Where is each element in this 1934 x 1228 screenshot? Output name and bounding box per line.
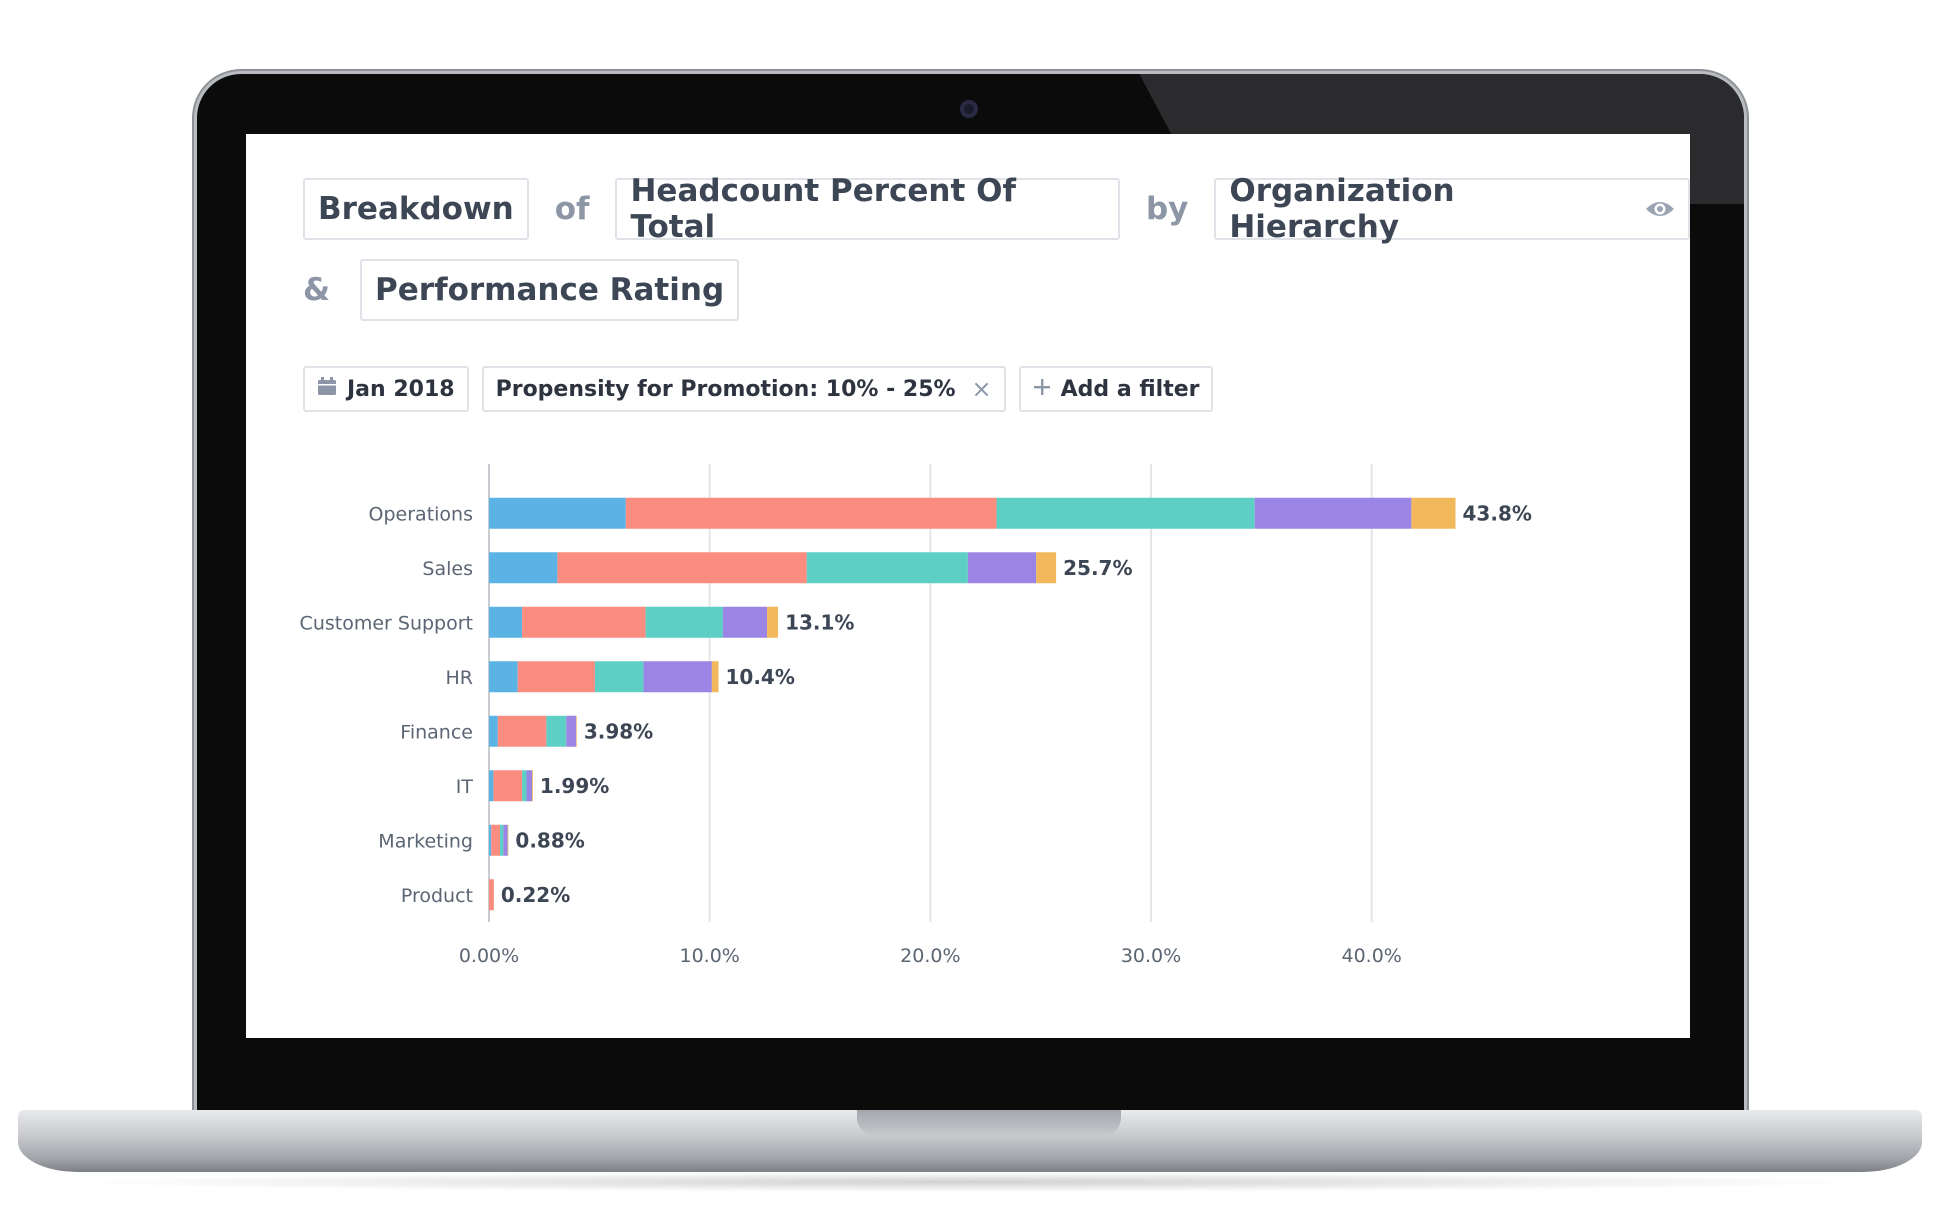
bar-segment [522,606,646,638]
laptop-lid: Breakdown of Headcount Percent Of Total … [197,74,1744,1114]
bar-segment [522,770,527,802]
bar-segment [1254,497,1412,529]
bar-segment [576,715,577,747]
remove-filter-icon[interactable]: × [971,375,992,403]
bar-segment [566,715,577,747]
bar-total-label: 0.22% [501,883,570,907]
query-builder-row-1: Breakdown of Headcount Percent Of Total … [303,173,1690,245]
bar-segment [557,552,807,584]
metric-label: Headcount Percent Of Total [630,173,1016,245]
bar-segment [711,661,719,693]
bar-total-label: 10.4% [725,665,794,689]
bar-total-label: 0.88% [515,828,584,852]
category-label: Customer Support [300,612,473,634]
promotion-filter-chip[interactable]: Propensity for Promotion: 10% - 25% × [481,366,1006,412]
bar-total-label: 25.7% [1063,556,1132,580]
promotion-filter-label: Propensity for Promotion: 10% - 25% [495,376,956,402]
bar-segment [489,606,523,638]
trackpad-notch [857,1110,1121,1136]
dimension-2-label: Performance Rating [375,272,725,308]
bar-total-label: 3.98% [584,719,653,743]
bar-total-label: 13.1% [785,610,854,634]
bar-segment [500,824,504,856]
bar-segment [722,606,768,638]
bar-segment [489,770,494,802]
metric-type-selector[interactable]: Breakdown [303,178,529,240]
x-tick-label: 10.0% [679,945,739,967]
bar-segment [532,770,533,802]
bar-segment [546,715,567,747]
bar-segment [767,606,779,638]
bar-segment [493,770,523,802]
bar-segment [503,824,508,856]
bar-segment [1036,552,1057,584]
query-builder-row-2: & Performance Rating [303,259,740,321]
laptop-base [18,1110,1922,1172]
add-filter-button[interactable]: Add a filter [1018,366,1214,412]
dimension-1-label: Organization Hierarchy [1229,173,1455,245]
camera-icon [960,100,978,118]
x-tick-label: 30.0% [1121,945,1181,967]
eye-icon[interactable] [1645,199,1675,219]
bar-segment [526,770,533,802]
bar-segment [625,497,997,529]
category-label: Product [401,885,473,907]
bar-segment [491,824,501,856]
bar-segment [489,715,498,747]
bar-segment [996,497,1255,529]
connector-and: & [303,272,331,308]
add-filter-label: Add a filter [1060,376,1200,402]
category-label: IT [456,776,474,798]
category-label: Finance [400,721,473,743]
connector-of: of [554,191,590,227]
bar-segment [645,606,723,638]
bar-segment [517,661,595,693]
calendar-icon [317,376,337,402]
laptop-shadow [60,1172,1880,1192]
bar-total-label: 1.99% [540,774,609,798]
plus-icon [1033,377,1051,402]
app-screen: Breakdown of Headcount Percent Of Total … [246,134,1690,1038]
bar-segment [643,661,712,693]
category-label: Operations [369,503,473,525]
bar-total-label: 43.8% [1463,501,1532,525]
category-label: Sales [422,558,473,580]
bar-segment [489,879,494,911]
bar-segment [489,552,558,584]
metric-selector[interactable]: Headcount Percent Of Total [615,173,1120,245]
bar-segment [967,552,1037,584]
bar-segment [507,824,509,856]
category-label: HR [446,667,474,689]
bar-segment [806,552,968,584]
bar-segment [489,661,518,693]
bar-segment [489,824,492,856]
bar-segment [489,497,626,529]
x-tick-label: 0.00% [459,945,519,967]
chart-svg: 0.00% 10.0% 20.0% 30.0% 40.0% Operations 43.8%… [300,464,1532,967]
bar-segment [1411,497,1456,529]
x-tick-label: 40.0% [1341,945,1401,967]
bar-segment [497,715,547,747]
stacked-bar-chart: 0.00% 10.0% 20.0% 30.0% 40.0% Operations 43.8%… [246,464,1690,984]
bar-segment [594,661,644,693]
dimension-2-selector[interactable]: Performance Rating [360,259,740,321]
date-filter-chip[interactable]: Jan 2018 [303,366,469,412]
connector-by: by [1145,191,1189,227]
x-tick-label: 20.0% [900,945,960,967]
date-filter-label: Jan 2018 [347,376,455,402]
filter-bar: Jan 2018 Propensity for Promotion: 10% -… [303,366,1214,412]
category-label: Marketing [378,830,473,852]
metric-type-label: Breakdown [318,191,514,227]
dimension-1-selector[interactable]: Organization Hierarchy [1214,173,1690,245]
